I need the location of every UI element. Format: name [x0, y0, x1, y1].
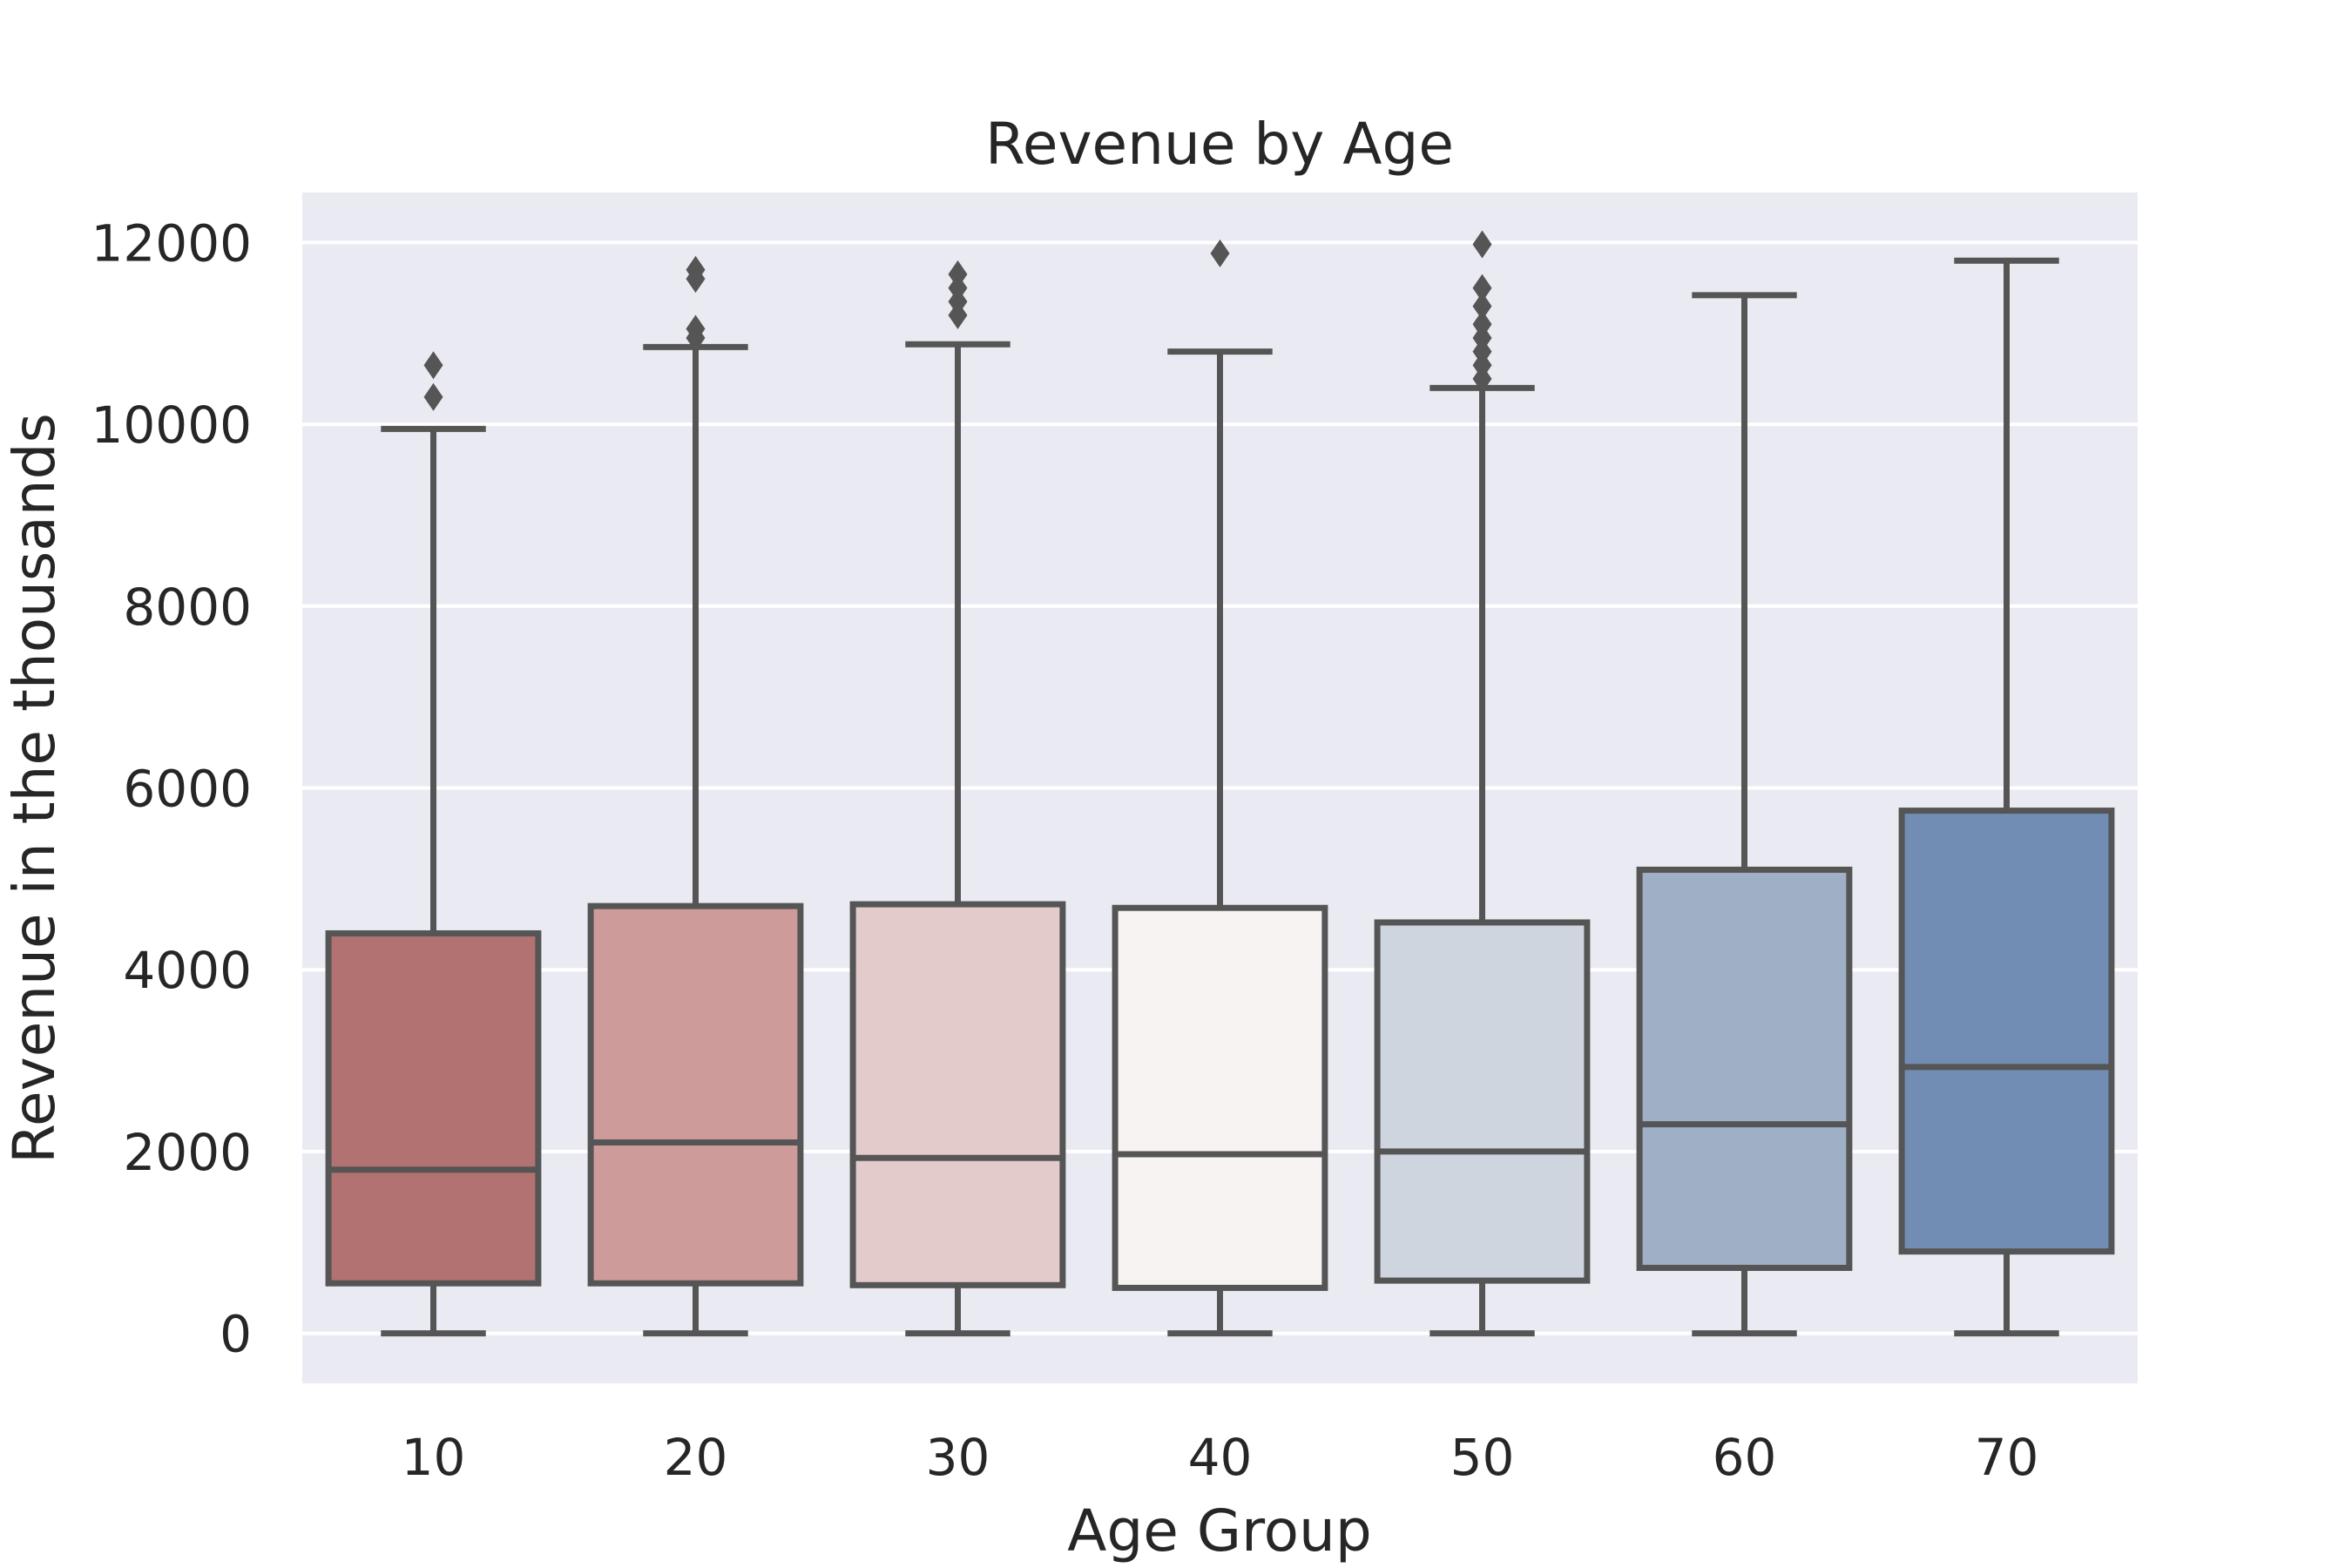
box-30 [849, 901, 1066, 1288]
outlier-40-0 [1210, 239, 1230, 267]
outlier-50-7 [1472, 230, 1492, 259]
y-tick-label-8000: 8000 [123, 578, 252, 637]
x-tick-label-40: 40 [1188, 1428, 1253, 1487]
outlier-50-6 [1472, 274, 1492, 302]
box-60 [1636, 866, 1853, 1271]
x-tick-label-70: 70 [1975, 1428, 2039, 1487]
y-axis-label: Revenue in the thousands [1, 413, 68, 1164]
y-tick-label-6000: 6000 [123, 760, 252, 819]
box-group-20 [587, 255, 804, 1337]
box-50 [1374, 919, 1591, 1284]
x-tick-label-50: 50 [1450, 1428, 1515, 1487]
outlier-50-5 [1472, 292, 1492, 321]
box-group-10 [325, 351, 542, 1337]
x-tick-label-60: 60 [1713, 1428, 1777, 1487]
box-group-60 [1636, 292, 1853, 1337]
y-tick-labels: 0 2000 4000 6000 8000 10000 12000 [91, 213, 252, 1363]
box-10 [325, 929, 542, 1287]
box-group-50 [1374, 230, 1591, 1337]
box-20 [587, 902, 804, 1287]
boxes [325, 230, 2115, 1337]
outlier-10-1 [423, 351, 443, 380]
x-tick-labels: 10 20 30 40 50 60 70 [402, 1428, 2039, 1487]
outlier-30-3 [948, 260, 968, 288]
x-axis-label: Age Group [1067, 1497, 1372, 1565]
box-70 [1898, 808, 2115, 1255]
y-tick-label-4000: 4000 [123, 941, 252, 1000]
y-tick-label-0: 0 [220, 1305, 252, 1364]
outlier-10-0 [423, 382, 443, 411]
x-tick-label-10: 10 [402, 1428, 466, 1487]
y-tick-label-2000: 2000 [123, 1123, 252, 1182]
outlier-20-1 [686, 314, 706, 343]
y-tick-label-10000: 10000 [91, 395, 252, 455]
x-tick-label-30: 30 [926, 1428, 990, 1487]
outlier-20-3 [686, 255, 706, 284]
box-40 [1112, 904, 1328, 1291]
outlier-50-4 [1472, 310, 1492, 339]
y-tick-label-12000: 12000 [91, 213, 252, 273]
chart-title: Revenue by Age [985, 111, 1454, 178]
box-group-30 [849, 260, 1066, 1337]
box-group-70 [1898, 257, 2115, 1337]
x-tick-label-20: 20 [664, 1428, 728, 1487]
box-group-40 [1112, 239, 1328, 1337]
